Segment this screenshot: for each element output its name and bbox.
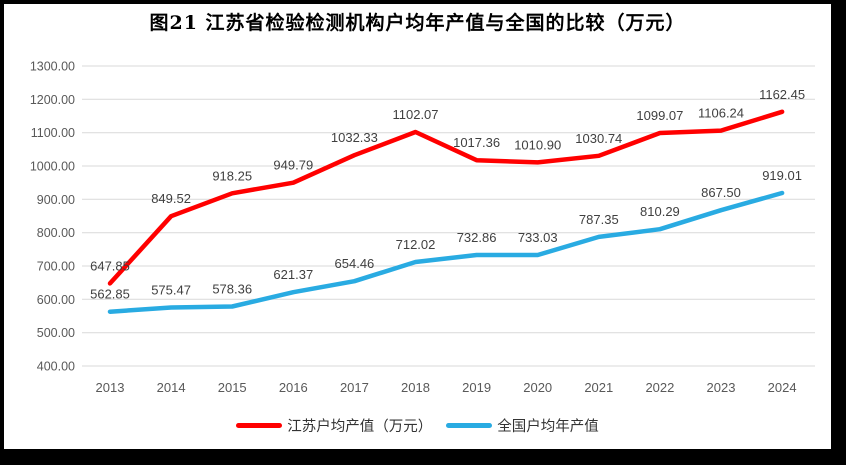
legend-item-national[interactable]: 全国户均年产值 — [446, 415, 599, 436]
x-axis-tick-label: 2016 — [279, 380, 308, 395]
y-axis-tick-label: 400.00 — [37, 360, 75, 374]
data-label: 1030.74 — [575, 131, 622, 146]
data-label: 867.50 — [701, 185, 741, 200]
y-axis-tick-label: 1300.00 — [30, 60, 75, 74]
data-label: 732.86 — [457, 230, 497, 245]
data-label: 1010.90 — [514, 137, 561, 152]
y-axis-tick-label: 600.00 — [37, 293, 75, 307]
x-axis-tick-label: 2024 — [768, 380, 797, 395]
data-label: 578.36 — [212, 282, 252, 297]
data-label: 575.47 — [151, 283, 191, 298]
data-label: 1106.24 — [698, 106, 744, 121]
x-axis-tick-label: 2014 — [157, 380, 186, 395]
legend-label-national: 全国户均年产值 — [497, 419, 599, 435]
x-axis-tick-label: 2023 — [707, 380, 736, 395]
data-label: 621.37 — [273, 267, 313, 282]
x-axis-tick-label: 2019 — [462, 380, 491, 395]
chart-title: 图21 江苏省检验检测机构户均年产值与全国的比较（万元） — [149, 12, 686, 34]
x-axis-tick-label: 2013 — [96, 380, 125, 395]
y-axis-tick-label: 500.00 — [37, 326, 75, 340]
legend-label-jiangsu: 江苏户均产值（万元） — [287, 419, 433, 435]
data-label: 647.85 — [90, 258, 130, 273]
legend-swatch-jiangsu — [236, 423, 283, 428]
data-label: 810.29 — [640, 204, 680, 219]
data-label: 1162.45 — [759, 87, 805, 102]
y-axis-tick-label: 1000.00 — [30, 160, 75, 174]
x-axis-tick-label: 2021 — [584, 380, 613, 395]
data-label: 949.79 — [273, 158, 313, 173]
data-label: 918.25 — [212, 168, 252, 183]
data-label: 1099.07 — [636, 108, 683, 123]
y-axis-tick-label: 900.00 — [37, 193, 75, 207]
series-line-jiangsu[interactable] — [107, 109, 785, 286]
x-axis-tick-label: 2018 — [401, 380, 430, 395]
y-axis-tick-label: 1200.00 — [30, 93, 75, 107]
series-line-national[interactable] — [107, 190, 785, 314]
data-label: 733.03 — [518, 230, 558, 245]
data-label: 712.02 — [396, 237, 436, 252]
data-label: 919.01 — [762, 168, 802, 183]
data-label: 1102.07 — [392, 107, 438, 122]
x-axis-tick-label: 2015 — [218, 380, 247, 395]
data-label: 562.85 — [90, 287, 130, 302]
legend-swatch-national — [446, 423, 493, 428]
x-axis-tick-label: 2017 — [340, 380, 369, 395]
legend-item-jiangsu[interactable]: 江苏户均产值（万元） — [236, 415, 432, 436]
y-axis-tick-label: 1100.00 — [31, 126, 75, 140]
x-axis-tick-label: 2022 — [645, 380, 674, 395]
data-label: 654.46 — [335, 256, 375, 271]
y-axis-tick-label: 700.00 — [37, 260, 75, 274]
legend: 江苏户均产值（万元） 全国户均年产值 — [4, 415, 831, 436]
y-axis-tick-label: 800.00 — [37, 226, 75, 240]
data-label: 1032.33 — [331, 130, 378, 145]
data-label: 849.52 — [151, 191, 191, 206]
data-label: 1017.36 — [453, 135, 500, 150]
chart-background — [4, 4, 831, 449]
data-label: 787.35 — [579, 212, 619, 227]
x-axis-tick-label: 2020 — [523, 380, 552, 395]
